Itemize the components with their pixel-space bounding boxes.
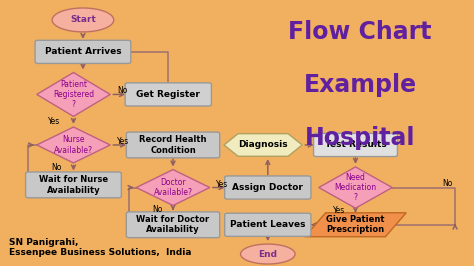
Text: End: End: [258, 250, 277, 259]
Text: Assign Doctor: Assign Doctor: [232, 183, 303, 192]
Text: Patient Leaves: Patient Leaves: [230, 220, 306, 229]
Text: Need
Medication
?: Need Medication ?: [335, 173, 376, 202]
Text: Yes: Yes: [216, 180, 228, 189]
Text: Yes: Yes: [117, 137, 129, 146]
FancyBboxPatch shape: [225, 176, 311, 199]
Polygon shape: [319, 167, 392, 208]
FancyBboxPatch shape: [313, 133, 397, 156]
FancyBboxPatch shape: [26, 172, 121, 198]
Text: Nurse
Available?: Nurse Available?: [54, 135, 93, 155]
Text: Wait for Doctor
Availability: Wait for Doctor Availability: [137, 215, 210, 234]
Text: Hospital: Hospital: [305, 126, 416, 150]
Text: Record Health
Condition: Record Health Condition: [139, 135, 207, 155]
Text: Example: Example: [304, 73, 417, 97]
Text: Wait for Nurse
Availability: Wait for Nurse Availability: [39, 175, 108, 194]
Text: SN Panigrahi,
Essenpee Business Solutions,  India: SN Panigrahi, Essenpee Business Solution…: [9, 238, 192, 257]
Text: Flow Chart: Flow Chart: [289, 20, 432, 44]
Polygon shape: [136, 170, 210, 206]
Text: No: No: [153, 205, 163, 214]
Text: Yes: Yes: [48, 117, 61, 126]
Polygon shape: [224, 134, 302, 156]
Polygon shape: [305, 213, 406, 237]
Text: Patient
Registered
?: Patient Registered ?: [53, 80, 94, 109]
Text: Test Results: Test Results: [325, 140, 386, 149]
FancyBboxPatch shape: [35, 40, 131, 63]
FancyBboxPatch shape: [126, 212, 219, 238]
Text: Yes: Yes: [333, 206, 345, 215]
Text: Diagnosis: Diagnosis: [238, 140, 288, 149]
Text: No: No: [117, 86, 128, 95]
Ellipse shape: [240, 244, 295, 264]
Polygon shape: [37, 72, 110, 117]
Text: Give Patient
Prescription: Give Patient Prescription: [326, 215, 385, 234]
Text: Start: Start: [70, 15, 96, 24]
Polygon shape: [37, 127, 110, 163]
Ellipse shape: [52, 8, 114, 32]
Text: No: No: [52, 163, 62, 172]
FancyBboxPatch shape: [126, 132, 219, 158]
Text: No: No: [443, 179, 453, 188]
Text: Get Register: Get Register: [137, 90, 200, 99]
FancyBboxPatch shape: [225, 213, 311, 236]
Text: Patient Arrives: Patient Arrives: [45, 47, 121, 56]
Text: Doctor
Available?: Doctor Available?: [154, 178, 192, 197]
FancyBboxPatch shape: [125, 83, 211, 106]
